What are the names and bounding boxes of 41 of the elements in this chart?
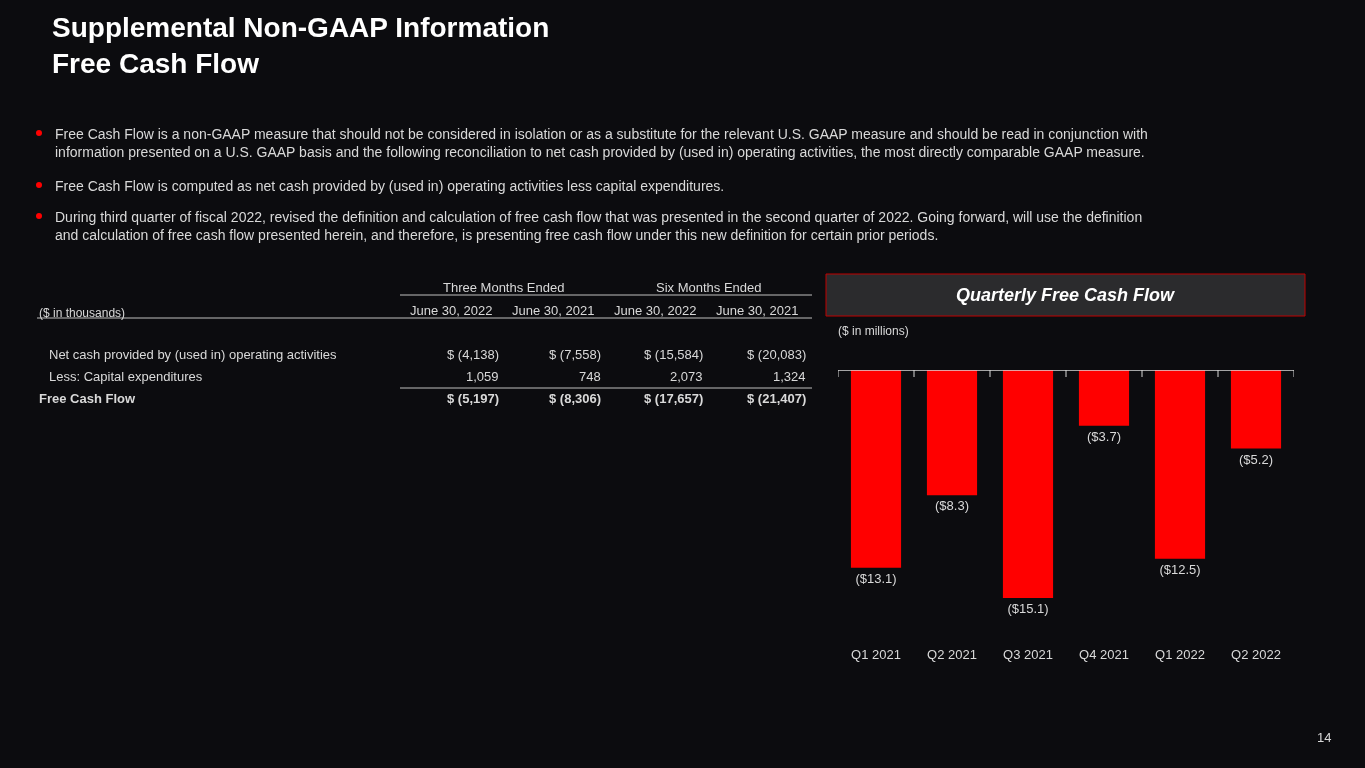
text: 748 xyxy=(579,369,601,384)
text: 1,324 xyxy=(773,369,806,384)
text: Free Cash Flow xyxy=(39,391,136,406)
text: June 30, 2021 xyxy=(716,303,799,318)
text: Six Months Ended xyxy=(656,280,762,295)
chart-title: Quarterly Free Cash Flow xyxy=(956,285,1176,305)
text: Free Cash Flow is computed as net cash provided by (used in) operating activities less capital expenditures. xyxy=(55,178,725,194)
text: June 30, 2022 xyxy=(410,303,493,318)
text: ($ in thousands) xyxy=(39,306,126,320)
data-label: ($12.5) xyxy=(1159,561,1201,577)
text: June 30, 2021 xyxy=(512,303,595,318)
text: $ (4,138) xyxy=(447,347,500,362)
x-tick-label: Q1 2021 xyxy=(851,647,901,662)
text: During third quarter of fiscal 2022, revised the definition and calculation of free cash flow that was presented in the second quarter of 2022. Going forward, will use the definition and calculation of free cash flow presented herein, and therefore, is presenting free cash flow under this new definition for certain prior periods. xyxy=(55,209,1143,244)
data-label: ($13.1) xyxy=(855,570,897,586)
text: Supplemental Non-GAAP Information Free Cash Flow xyxy=(52,12,550,80)
y-axis-title: ($ in millions) xyxy=(838,324,909,338)
x-tick-label: Q2 2021 xyxy=(927,647,977,662)
text: Three Months Ended xyxy=(443,280,565,295)
text: $ (8,306) xyxy=(549,391,602,406)
text: $ (15,584) xyxy=(644,347,704,362)
text: $ (20,083) xyxy=(747,347,807,362)
x-tick-label: Q1 2022 xyxy=(1155,647,1205,662)
text: Free Cash Flow is a non-GAAP measure that should not be considered in isolation or as a substitute for the relevant U.S. GAAP measure and should be read in conjunction with information presented on a U.S. GAAP basis and the following reconciliation to net cash provided by (used in) operating activities, the most directly comparable GAAP measure. xyxy=(55,126,1148,161)
data-label: ($8.3) xyxy=(935,498,969,514)
text: $ (7,558) xyxy=(549,347,602,362)
text: 14 xyxy=(1317,730,1332,745)
data-label: ($15.1) xyxy=(1007,601,1049,616)
text: $ (17,657) xyxy=(644,391,704,406)
data-label: ($5.2) xyxy=(1239,451,1273,467)
text: $ (21,407) xyxy=(747,391,807,406)
x-tick-label: Q2 2022 xyxy=(1231,647,1281,662)
text: Net cash provided by (used in) operating activities xyxy=(49,347,338,362)
text: 1,059 xyxy=(466,369,499,384)
text: 2,073 xyxy=(670,369,703,384)
text: Less: Capital expenditures xyxy=(49,369,203,384)
x-tick-label: Q3 2021 xyxy=(1003,647,1053,662)
text: $ (5,197) xyxy=(447,391,500,406)
text: June 30, 2022 xyxy=(614,303,697,318)
data-label: ($3.7) xyxy=(1087,428,1121,444)
x-tick-label: Q4 2021 xyxy=(1079,647,1129,662)
